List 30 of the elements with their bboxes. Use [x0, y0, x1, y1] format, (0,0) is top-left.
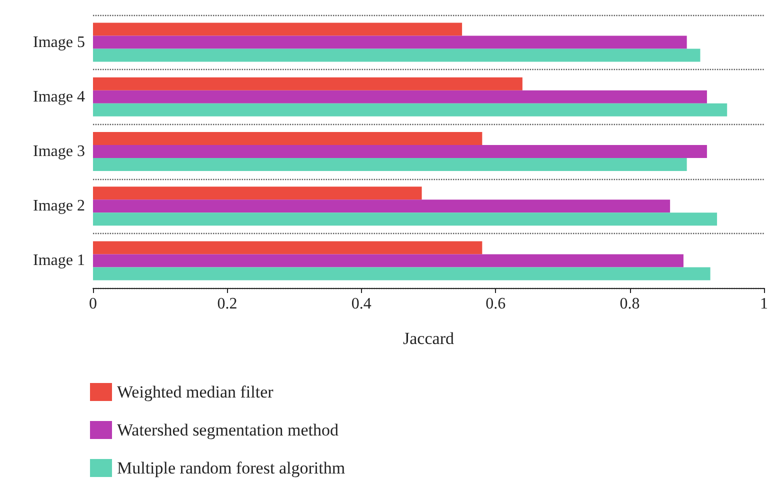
legend-label: Watershed segmentation method — [117, 420, 339, 440]
x-tick-label: 0.2 — [217, 296, 238, 312]
bar — [93, 212, 718, 226]
bar — [93, 158, 687, 171]
bar — [93, 145, 707, 158]
y-tick-label: Image 3 — [33, 143, 85, 160]
bar — [93, 22, 462, 36]
bar — [93, 90, 707, 104]
x-axis-title: Jaccard — [403, 329, 454, 348]
bar — [93, 267, 710, 280]
x-tick-label: 0.6 — [486, 296, 506, 312]
bar — [93, 254, 684, 268]
y-tick-label: Image 1 — [33, 252, 85, 270]
bar — [93, 36, 687, 49]
bar — [93, 241, 482, 254]
y-tick-label: Image 5 — [33, 34, 85, 51]
legend-label: Multiple random forest algorithm — [117, 458, 346, 478]
bar — [93, 200, 670, 213]
bar — [93, 77, 522, 90]
x-tick-label: 0.4 — [351, 296, 372, 312]
y-tick-label: Image 2 — [33, 198, 85, 215]
y-tick-label: Image 4 — [33, 88, 85, 106]
x-tick-label: 0.8 — [620, 296, 640, 312]
legend-label: Weighted median filter — [117, 382, 274, 402]
x-tick-label: 0 — [89, 296, 97, 312]
bar — [93, 186, 422, 200]
x-tick-label: 1 — [760, 296, 768, 312]
bar — [93, 103, 728, 116]
bar — [93, 48, 700, 62]
bar — [93, 132, 482, 145]
